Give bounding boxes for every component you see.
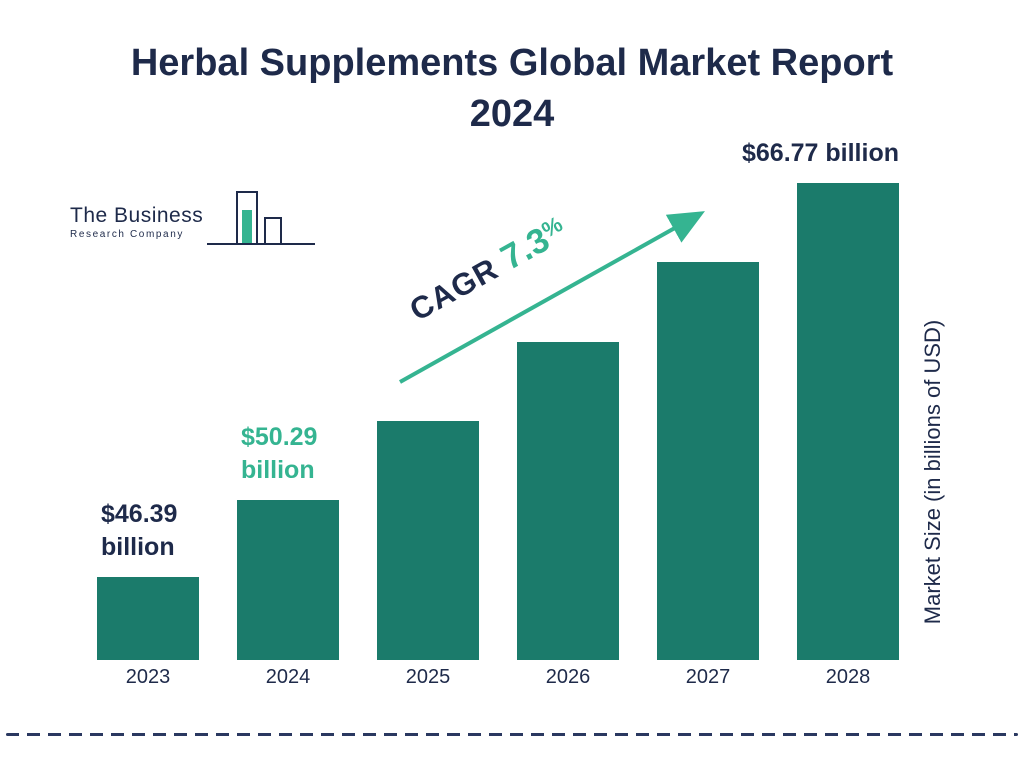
logo-subname: Research Company: [70, 229, 184, 240]
bar-group-2023: $46.39 billion: [97, 0, 199, 660]
bar-group-2026: [517, 0, 619, 660]
company-logo-text: The Business Research Company: [70, 204, 203, 240]
bar-2025: [377, 421, 479, 660]
x-axis-labels: 2023 2024 2025 2026 2027 2028: [97, 666, 899, 689]
bar-2023: [97, 577, 199, 660]
logo-name: The Business: [70, 204, 204, 227]
x-label-2026: 2026: [545, 666, 591, 688]
bar-2024: [237, 500, 339, 660]
bar-group-2027: [657, 0, 759, 660]
company-logo: The Business Research Company: [70, 190, 317, 256]
bar-2028: [797, 183, 899, 660]
bar-group-2024: $50.29 billion: [237, 0, 339, 660]
value-label-2024: $50.29 billion: [241, 423, 318, 484]
value-label-2023: $46.39 billion: [101, 500, 178, 561]
x-label-2023: 2023: [125, 666, 171, 688]
x-label-2028: 2028: [825, 666, 871, 688]
bottom-dashed-line: [6, 733, 1018, 736]
value-label-2028: $66.77 billion: [741, 138, 899, 167]
logo-bars-icon: [207, 191, 316, 245]
x-label-2025: 2025: [405, 666, 451, 688]
bar-2026: [517, 342, 619, 660]
bar-2027: [657, 262, 759, 660]
page-title: Herbal Supplements Global Market Report …: [0, 38, 1024, 141]
bar-group-2025: [377, 0, 479, 660]
page-title-line1: Herbal Supplements Global Market Report: [130, 42, 894, 84]
page-title-line2: 2024: [469, 93, 555, 136]
x-label-2024: 2024: [265, 666, 311, 688]
x-label-2027: 2027: [685, 666, 731, 688]
y-axis-label: Market Size (in billions of USD): [920, 319, 945, 625]
bar-group-2028: $66.77 billion: [742, 0, 899, 660]
bar-chart: $46.39 billion $50.29 billion $66.77 billion: [97, 0, 899, 660]
